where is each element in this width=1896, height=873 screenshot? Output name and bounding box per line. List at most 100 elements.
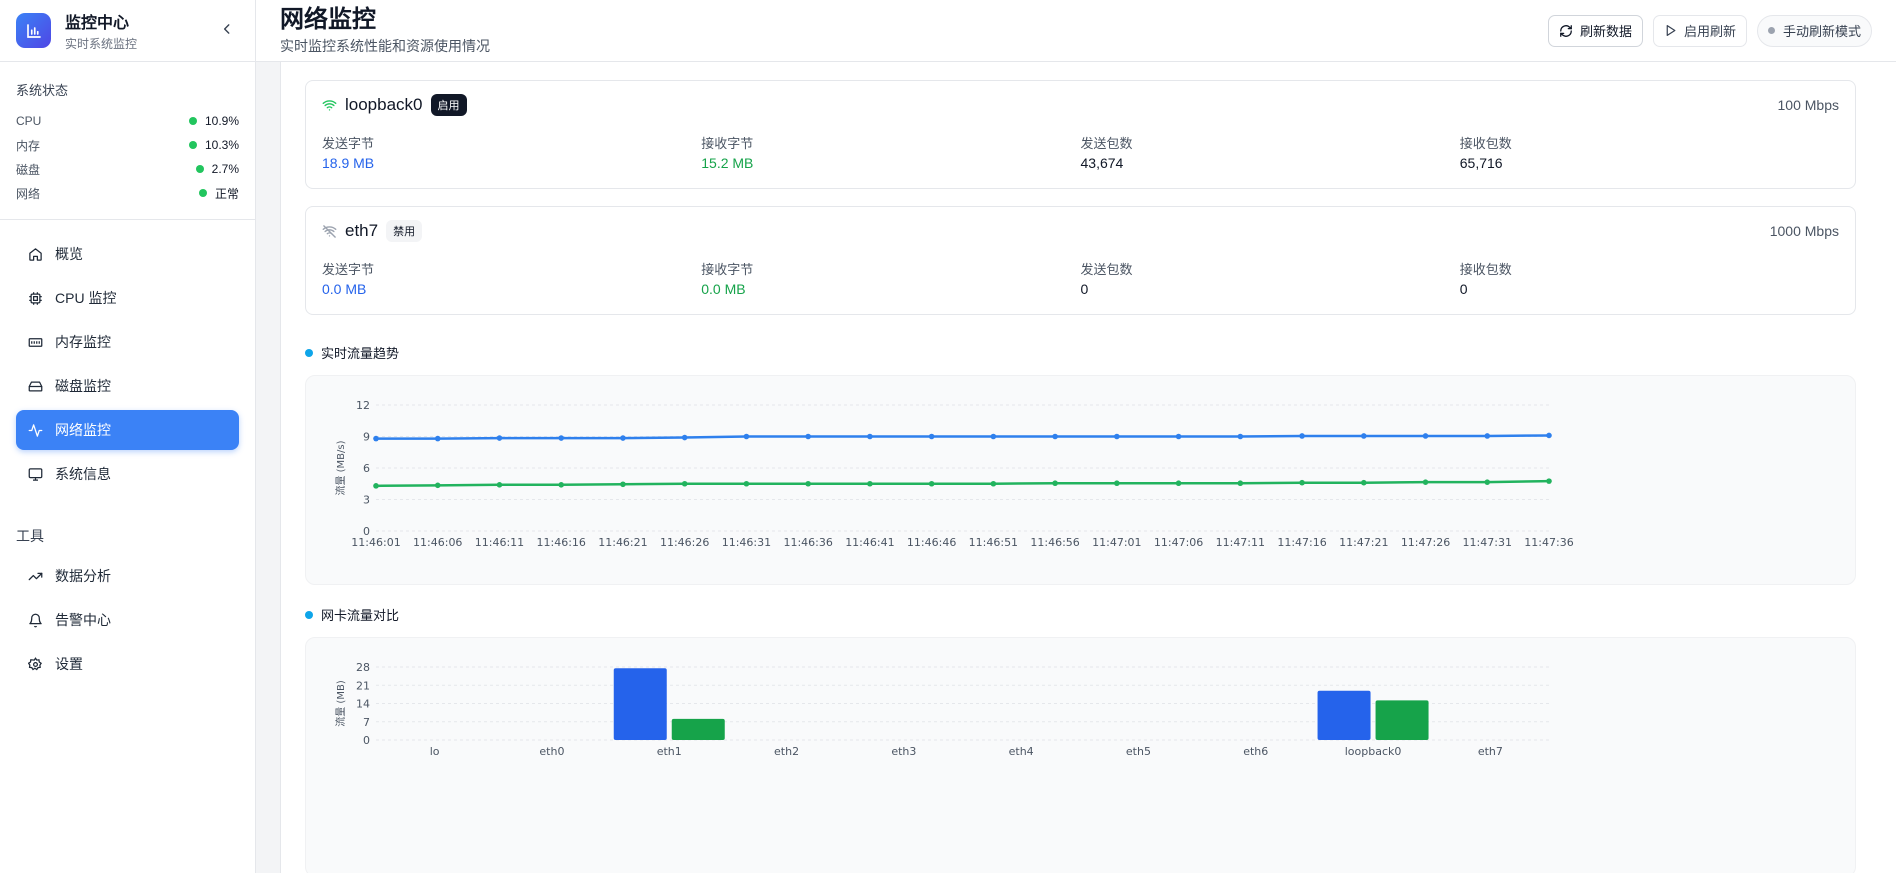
nav-item-label: 告警中心	[55, 612, 111, 628]
data-point	[1175, 480, 1182, 487]
status-dot	[188, 141, 197, 149]
bytes-received-value: 0.0 MB	[701, 281, 746, 297]
status-row-memory: 内存 10.3%	[16, 133, 239, 157]
line-chart-svg: 0 3 6 9 12 流量 (MB/s) 11:46:01 11:46:06 11:46:11 1…	[334, 399, 1574, 549]
y-tick-label: 14	[356, 698, 370, 711]
bar-received	[671, 718, 725, 740]
nav-item-label: CPU 监控	[55, 290, 117, 306]
nav-item-disk[interactable]: 磁盘监控	[16, 366, 239, 406]
refresh-data-button[interactable]: 刷新数据	[1547, 14, 1643, 47]
data-point	[990, 480, 997, 487]
tools-nav: 数据分析 告警中心 设置	[0, 556, 255, 684]
x-tick-label: lo	[430, 745, 440, 758]
data-point	[1422, 479, 1429, 485]
x-tick-label: 11:46:56	[1030, 536, 1079, 549]
y-tick-label: 0	[363, 734, 370, 747]
series-line-send	[376, 434, 1550, 440]
y-tick-label: 0	[363, 525, 370, 538]
activity-icon	[28, 423, 43, 437]
x-tick-label: 11:46:06	[413, 536, 462, 549]
stat-label: 发送包数	[1080, 262, 1133, 277]
wifi-off-icon	[322, 224, 337, 238]
data-point	[867, 480, 873, 487]
nav-item-cpu[interactable]: CPU 监控	[16, 278, 239, 318]
monitor-icon	[28, 467, 43, 481]
data-point	[805, 433, 811, 440]
data-point	[1484, 433, 1491, 439]
bar-chart-icon	[16, 13, 51, 48]
section-dot	[305, 610, 313, 619]
data-point	[1422, 433, 1429, 439]
bar-sent	[1317, 690, 1371, 740]
trending-up-icon	[28, 572, 43, 580]
data-point	[1360, 433, 1367, 439]
nav-item-network[interactable]: 网络监控	[16, 410, 239, 450]
page-subtitle: 实时监控系统性能和资源使用情况	[280, 37, 490, 54]
enable-refresh-button[interactable]: 启用刷新	[1652, 14, 1747, 47]
page-header: 网络监控 实时监控系统性能和资源使用情况 刷新数据 启用刷新 手动刷新模式	[256, 0, 1896, 62]
data-point	[867, 433, 873, 440]
home-icon	[29, 247, 42, 261]
data-point	[1175, 433, 1182, 440]
status-value: 正常	[214, 186, 239, 201]
x-tick-label: eth2	[774, 745, 799, 758]
data-point	[1299, 479, 1305, 486]
nav-item-alerts[interactable]: 告警中心	[16, 600, 239, 640]
status-badge: 禁用	[386, 220, 423, 242]
data-point	[1546, 432, 1552, 439]
y-axis-label: 流量 (MB/s)	[334, 440, 347, 495]
data-point	[1052, 433, 1058, 440]
data-point	[1052, 480, 1058, 487]
data-point	[1360, 479, 1367, 486]
nav-item-overview[interactable]: 概览	[16, 234, 239, 274]
data-point	[373, 483, 379, 489]
interface-name: loopback0	[345, 95, 423, 114]
stat-label: 发送包数	[1080, 136, 1133, 151]
data-point	[805, 480, 811, 487]
data-point	[558, 435, 565, 441]
x-tick-label: 11:46:51	[969, 536, 1018, 549]
bar-sent	[613, 668, 667, 740]
tools-section-title: 工具	[16, 528, 44, 544]
series-line-receive	[375, 479, 1550, 488]
data-point	[434, 435, 441, 442]
data-point	[620, 435, 626, 441]
chevron-left-icon	[223, 24, 230, 34]
x-tick-label: 11:46:01	[351, 536, 400, 549]
cpu-icon	[29, 291, 42, 305]
gear-icon	[28, 656, 42, 670]
nav-item-memory[interactable]: 内存监控	[16, 322, 239, 362]
data-point	[1299, 433, 1305, 439]
interface-compare-chart: 0 7 14 21 28 流量 (MB) lo eth0 eth1 eth2 eth3 eth4 eth…	[305, 637, 1856, 873]
data-point	[1237, 433, 1244, 440]
status-label: 网络	[16, 186, 41, 201]
data-point	[990, 433, 997, 440]
x-tick-label: 11:47:31	[1463, 536, 1512, 549]
bytes-received-value: 15.2 MB	[701, 155, 754, 171]
x-tick-label: 11:47:36	[1524, 536, 1573, 549]
data-point	[1237, 480, 1244, 487]
x-tick-label: 11:46:21	[598, 536, 647, 549]
nav-item-system-info[interactable]: 系统信息	[16, 454, 239, 494]
nav-item-analytics[interactable]: 数据分析	[16, 556, 239, 596]
data-point	[620, 481, 626, 488]
nav-item-label: 数据分析	[55, 568, 111, 584]
mode-dot	[1767, 27, 1775, 34]
status-value: 2.7%	[211, 162, 239, 176]
x-tick-label: eth4	[1009, 745, 1034, 758]
stat-label: 接收字节	[701, 136, 754, 151]
interface-speed: 1000 Mbps	[1769, 223, 1839, 239]
x-tick-label: 11:47:16	[1277, 536, 1326, 549]
data-point	[373, 435, 379, 442]
data-point	[1546, 478, 1552, 484]
status-label: 磁盘	[16, 162, 41, 177]
bytes-sent-value: 18.9 MB	[322, 155, 375, 171]
page-title: 网络监控	[280, 5, 376, 33]
x-tick-label: eth7	[1478, 745, 1503, 758]
stat-label: 接收字节	[701, 262, 754, 277]
x-tick-label: 11:46:36	[783, 536, 832, 549]
data-point	[928, 480, 935, 487]
collapse-sidebar-button[interactable]	[214, 16, 240, 42]
nav-item-settings[interactable]: 设置	[16, 644, 239, 684]
